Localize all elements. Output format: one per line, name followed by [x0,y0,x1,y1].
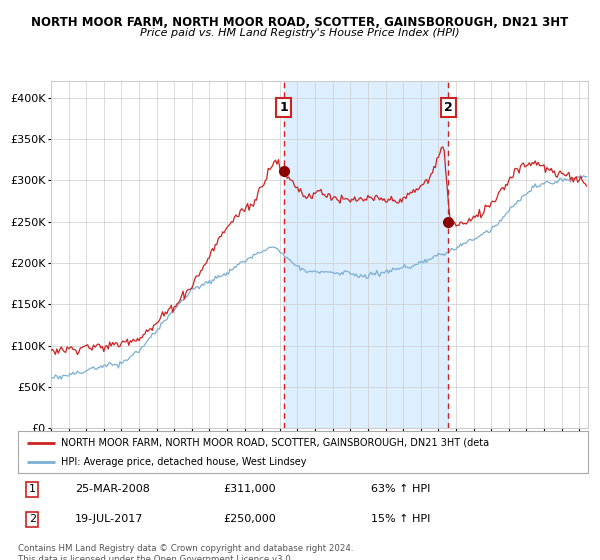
Text: NORTH MOOR FARM, NORTH MOOR ROAD, SCOTTER, GAINSBOROUGH, DN21 3HT (deta: NORTH MOOR FARM, NORTH MOOR ROAD, SCOTTE… [61,438,489,448]
Text: Contains HM Land Registry data © Crown copyright and database right 2024.
This d: Contains HM Land Registry data © Crown c… [18,544,353,560]
Bar [284,81,448,428]
Text: HPI: Average price, detached house, West Lindsey: HPI: Average price, detached house, West… [61,458,306,467]
Text: 2: 2 [29,515,36,525]
Text: 25-MAR-2008: 25-MAR-2008 [75,484,150,494]
Text: £311,000: £311,000 [223,484,276,494]
Text: 15% ↑ HPI: 15% ↑ HPI [371,515,431,525]
Text: 1: 1 [29,484,36,494]
Text: 19-JUL-2017: 19-JUL-2017 [75,515,143,525]
Text: Price paid vs. HM Land Registry's House Price Index (HPI): Price paid vs. HM Land Registry's House … [140,28,460,38]
Text: £250,000: £250,000 [223,515,276,525]
Text: NORTH MOOR FARM, NORTH MOOR ROAD, SCOTTER, GAINSBOROUGH, DN21 3HT: NORTH MOOR FARM, NORTH MOOR ROAD, SCOTTE… [31,16,569,29]
Text: 2: 2 [443,101,452,114]
Text: 63% ↑ HPI: 63% ↑ HPI [371,484,431,494]
Text: 1: 1 [280,101,289,114]
